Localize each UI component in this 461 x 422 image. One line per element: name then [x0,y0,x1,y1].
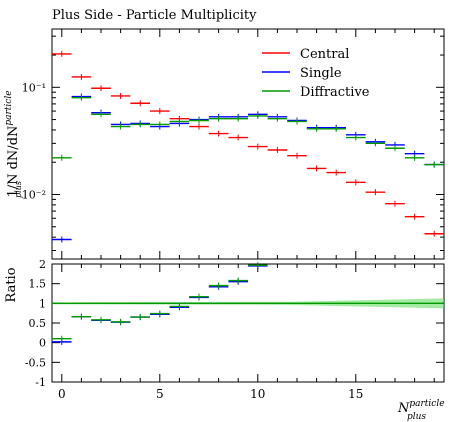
legend-central-label: Central [300,47,349,62]
x-tick-label: 5 [156,387,164,401]
x-tick-label: 10 [250,387,265,401]
ratio-y-tick-label: -1 [35,376,46,389]
main-plot-panel: 10⁻¹ 10⁻² [22,28,445,260]
ratio-y-tick-label: 0.5 [29,317,47,330]
main-y-tick-label: 10⁻² [22,188,46,201]
x-axis-label-sub: plus [407,412,426,422]
ratio-y-tick-label: 0 [39,337,46,350]
series-diffractive [52,94,444,168]
main-y-tick-label: 10⁻¹ [22,81,46,94]
ratio-plot-panel: -1 -0.5 0 0.5 1 1.5 2 0 5 10 15 [25,258,445,401]
x-tick-label: 15 [348,387,363,401]
ratio-y-tick-label: 1 [39,297,46,310]
chart-title: Plus Side - Particle Multiplicity [52,8,257,23]
ratio-y-tick-label: 1.5 [29,278,47,291]
x-tick-label: 0 [58,387,66,401]
main-y-axis-sub: plus [14,181,23,198]
legend-single-label: Single [300,66,342,81]
ratio-series-diffractive [52,262,268,342]
ratio-y-tick-label: 2 [39,258,46,271]
legend-diffractive-label: Diffractive [300,85,370,100]
ratio-y-tick-label: -0.5 [25,356,46,369]
ratio-y-axis-label: Ratio [4,267,19,302]
legend: Central Single Diffractive [262,47,370,100]
main-plot-frame [51,28,445,260]
